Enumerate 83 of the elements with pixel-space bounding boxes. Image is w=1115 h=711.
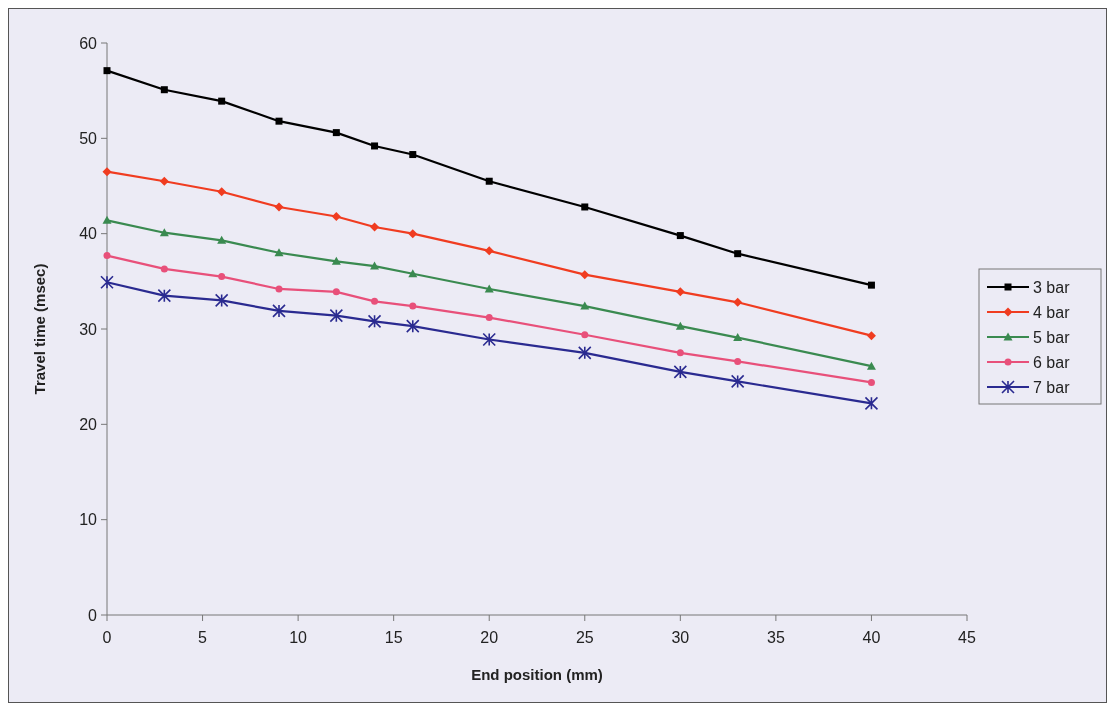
point [734,250,742,258]
point [159,176,169,186]
y-tick-label: 10 [79,511,98,529]
point [675,321,685,330]
point [673,365,688,379]
point [103,67,111,75]
point [332,129,340,137]
point [676,349,684,357]
point [218,273,226,281]
x-tick-label: 35 [766,629,785,646]
x-tick-label: 20 [480,629,499,646]
point [160,86,168,94]
point [214,293,229,308]
point [867,378,875,386]
point [370,222,380,232]
point [485,314,493,322]
point [103,252,111,260]
point [274,202,284,212]
x-tick-label: 0 [102,629,112,646]
legend-label: 6 bar [1033,353,1071,371]
x-tick-label: 15 [384,629,403,646]
point [866,331,876,341]
y-axis-title: Travel time (msec) [31,263,48,395]
point [405,319,420,333]
point [867,281,875,289]
point [272,304,286,318]
legend-label: 3 bar [1033,278,1071,296]
x-tick-label: 40 [862,629,881,646]
point [581,203,589,211]
point [275,117,283,125]
point [274,248,284,257]
point [580,301,590,310]
point [577,346,592,360]
point [581,331,589,339]
point [329,308,344,323]
y-tick-label: 0 [88,606,98,624]
y-tick-label: 50 [79,129,98,147]
legend-label: 7 bar [1033,378,1071,396]
point [408,229,418,239]
point [675,287,685,297]
point [730,374,745,389]
point [864,396,879,411]
x-tick-label: 30 [671,629,690,646]
x-tick-label: 10 [289,629,308,646]
point [275,285,283,293]
point [485,177,493,185]
point [159,228,169,237]
point [160,265,168,273]
point [371,297,379,305]
point [733,297,743,307]
point [157,288,172,303]
x-tick-label: 45 [958,629,976,646]
point [734,357,742,365]
point [218,97,226,105]
x-tick-label: 5 [198,629,208,646]
point [676,232,684,240]
point [866,361,876,370]
point [217,235,227,244]
y-tick-label: 20 [79,415,98,433]
point [100,275,114,290]
point [331,256,341,265]
point [371,142,379,150]
point [370,261,380,270]
point [580,270,590,280]
point [102,215,112,224]
point [367,314,382,329]
y-tick-label: 40 [79,225,98,243]
x-tick-label: 25 [575,629,594,646]
point [484,246,494,256]
legend-label: 5 bar [1033,328,1071,346]
point [409,302,417,310]
point [409,151,417,159]
point [482,332,497,347]
point [332,288,340,296]
x-axis-title: End position (mm) [471,666,603,683]
point [331,212,341,222]
point [733,333,743,342]
point [217,187,227,197]
legend-label: 4 bar [1033,303,1071,321]
y-tick-label: 30 [79,320,98,338]
y-tick-label: 60 [79,34,98,52]
point [408,269,418,278]
point [102,167,112,177]
